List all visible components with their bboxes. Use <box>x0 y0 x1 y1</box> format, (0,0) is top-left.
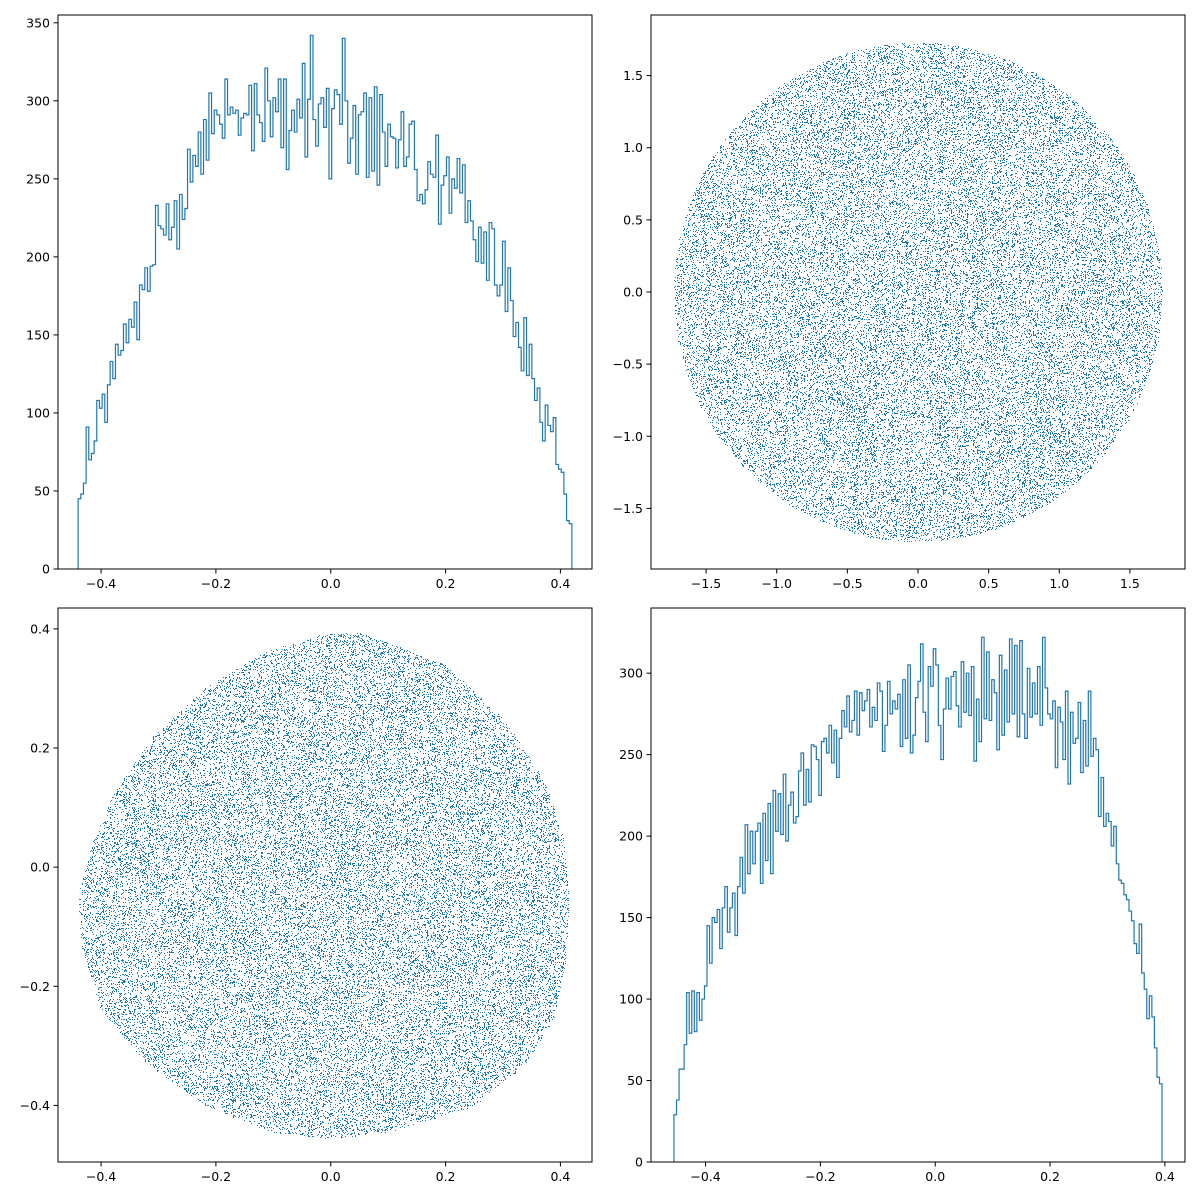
histogram-step-line <box>77 34 573 569</box>
x-tick-label: 0.4 <box>550 576 570 591</box>
y-tick-label: −0.5 <box>613 357 643 372</box>
y-tick-label: −1.0 <box>613 429 643 444</box>
y-tick-label: 250 <box>26 171 50 186</box>
x-tick-label: 1.0 <box>1049 576 1069 591</box>
y-tick-label: 300 <box>619 666 643 681</box>
scatter-top-right-frame <box>650 14 1186 570</box>
scatter-bottom-left-frame <box>57 607 593 1163</box>
x-tick-label: −1.0 <box>762 576 792 591</box>
x-tick-label: 0.0 <box>321 1169 341 1184</box>
histogram-top-left: −0.4 −0.2 0.0 0.2 0.4 0 50 100 150 200 250 300 350 <box>26 14 593 591</box>
y-tick-label: −0.2 <box>20 979 50 994</box>
y-tick-label: 150 <box>26 327 50 342</box>
y-tick-label: 0.2 <box>30 740 50 755</box>
y-tick-label: 1.0 <box>623 140 643 155</box>
histogram-bottom-right-frame <box>650 607 1186 1163</box>
y-tick-label: −1.5 <box>613 501 643 516</box>
y-tick-label: 0.4 <box>30 621 50 636</box>
y-tick-label: 150 <box>619 910 643 925</box>
y-tick-label: 0.0 <box>623 285 643 300</box>
y-tick-label: 350 <box>26 15 50 30</box>
x-tick-label: −0.5 <box>832 576 862 591</box>
x-tick-label: 0.0 <box>908 576 928 591</box>
scatter-top-right: −1.5 −1.0 −0.5 0.0 0.5 1.0 1.5 −1.5 −1.0 −0.5 0.0 0… <box>613 14 1186 591</box>
x-tick-label: 0.4 <box>1155 1169 1175 1184</box>
scatter-bottom-left-ticks: −0.4 −0.2 0.0 0.2 0.4 −0.4 −0.2 0.0 0.2 0.4 <box>20 621 571 1184</box>
x-tick-label: −1.5 <box>691 576 721 591</box>
y-tick-label: 100 <box>26 405 50 420</box>
scatter-bottom-left-marks <box>79 633 569 1139</box>
scatter-bottom-left: −0.4 −0.2 0.0 0.2 0.4 −0.4 −0.2 0.0 0.2 0.4 <box>20 607 593 1184</box>
x-tick-label: 0.2 <box>436 1169 456 1184</box>
y-tick-label: 50 <box>627 1073 643 1088</box>
scatter-points <box>674 43 1163 542</box>
x-tick-label: −0.4 <box>86 1169 116 1184</box>
y-tick-label: 1.5 <box>623 68 643 83</box>
x-tick-label: 0.0 <box>321 576 341 591</box>
y-tick-label: 250 <box>619 747 643 762</box>
x-tick-label: 0.0 <box>925 1169 945 1184</box>
histogram-step-line <box>673 636 1163 1162</box>
y-tick-label: 0 <box>635 1155 643 1170</box>
y-tick-label: 0.0 <box>30 860 50 875</box>
y-tick-label: 0.5 <box>623 212 643 227</box>
histogram-bottom-right-marks <box>673 636 1163 1162</box>
y-tick-label: 200 <box>26 249 50 264</box>
x-tick-label: 0.2 <box>1040 1169 1060 1184</box>
x-tick-label: −0.4 <box>690 1169 720 1184</box>
x-tick-label: 0.5 <box>979 576 999 591</box>
scatter-points <box>79 633 569 1139</box>
y-tick-label: 0 <box>42 562 50 577</box>
y-tick-label: 50 <box>34 483 50 498</box>
scatter-top-right-ticks: −1.5 −1.0 −0.5 0.0 0.5 1.0 1.5 −1.5 −1.0 −0.5 0.0 0… <box>613 68 1140 591</box>
y-tick-label: 100 <box>619 992 643 1007</box>
histogram-bottom-right-ticks: −0.4 −0.2 0.0 0.2 0.4 0 50 100 150 200 250 300 <box>619 666 1175 1184</box>
x-tick-label: 0.4 <box>550 1169 570 1184</box>
x-tick-label: −0.4 <box>86 576 116 591</box>
x-tick-label: 0.2 <box>436 576 456 591</box>
y-tick-label: −0.4 <box>20 1098 50 1113</box>
x-tick-label: 1.5 <box>1120 576 1140 591</box>
histogram-top-left-frame <box>57 14 593 570</box>
x-tick-label: −0.2 <box>805 1169 835 1184</box>
scatter-top-right-marks <box>674 43 1163 542</box>
histogram-top-left-ticks: −0.4 −0.2 0.0 0.2 0.4 0 50 100 150 200 250 300 350 <box>26 15 570 591</box>
x-tick-label: −0.2 <box>201 1169 231 1184</box>
y-tick-label: 300 <box>26 93 50 108</box>
histogram-top-left-marks <box>77 34 573 569</box>
y-tick-label: 200 <box>619 829 643 844</box>
histogram-bottom-right: −0.4 −0.2 0.0 0.2 0.4 0 50 100 150 200 250 300 <box>619 607 1186 1184</box>
x-tick-label: −0.2 <box>201 576 231 591</box>
